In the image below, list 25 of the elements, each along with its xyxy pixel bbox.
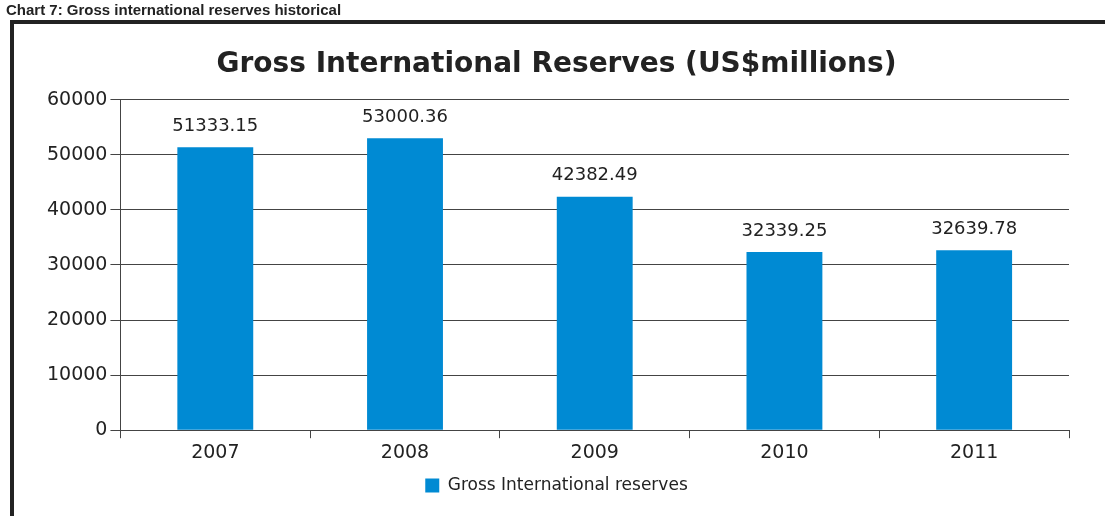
data-label: 51333.15: [172, 114, 259, 136]
bar: [936, 250, 1013, 430]
chart-title: Gross International Reserves (US$millions): [216, 46, 897, 80]
caption: Chart 7: Gross international reserves historical: [6, 1, 342, 18]
x-tick-label: 2009: [570, 439, 619, 462]
y-tick-label: 0: [95, 417, 108, 440]
bar: [746, 252, 823, 430]
x-tick-label: 2008: [380, 439, 430, 462]
y-tick-label: 30000: [46, 251, 108, 274]
x-tick-label: 2010: [760, 439, 809, 462]
bar: [367, 138, 443, 430]
y-tick-label: 10000: [46, 362, 108, 385]
y-tick-label: 40000: [46, 196, 108, 219]
data-label: 32339.25: [741, 218, 828, 240]
data-label: 53000.36: [362, 104, 448, 126]
legend-label: Gross International reserves: [447, 473, 688, 494]
y-tick-label: 60000: [46, 86, 108, 109]
x-tick-label: 2007: [191, 439, 240, 462]
data-label: 32639.78: [931, 217, 1018, 239]
bar: [177, 147, 254, 430]
bar: [556, 196, 633, 430]
x-tick-label: 2011: [949, 439, 999, 462]
y-tick-label: 50000: [46, 141, 108, 164]
data-label: 42382.49: [551, 163, 638, 185]
y-tick-label: 20000: [46, 306, 108, 329]
